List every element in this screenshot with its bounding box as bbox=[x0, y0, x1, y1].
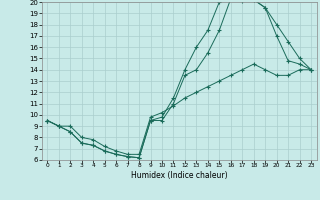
X-axis label: Humidex (Indice chaleur): Humidex (Indice chaleur) bbox=[131, 171, 228, 180]
